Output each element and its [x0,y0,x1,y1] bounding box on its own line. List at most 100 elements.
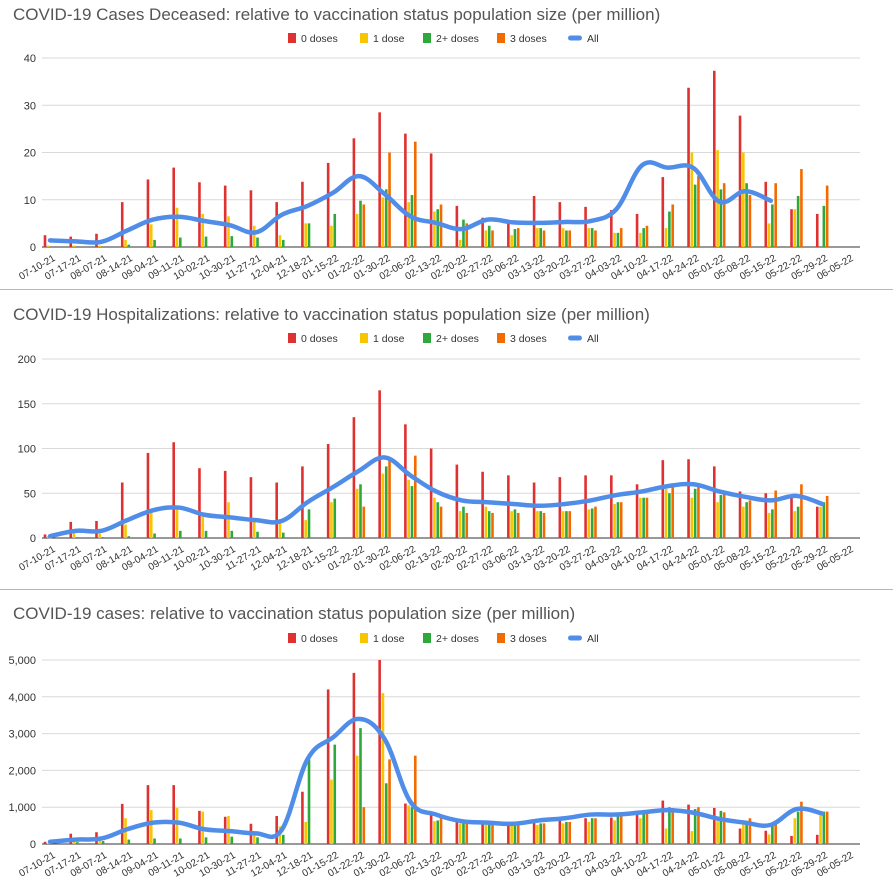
bar [613,503,616,538]
bar [619,502,623,538]
bar [748,818,752,844]
bar [326,162,330,247]
bar [491,512,494,538]
bar [146,452,150,538]
legend-swatch [423,333,431,343]
bar [542,230,546,247]
bar [458,239,462,247]
bar [275,202,278,247]
bar [127,244,131,247]
bar [671,807,675,844]
bar [72,533,76,538]
bar [429,153,433,247]
bar [413,455,417,538]
bar [359,728,362,844]
bar [378,660,381,844]
bar [513,229,517,247]
bar [510,825,513,844]
bar [671,484,675,538]
bar [719,810,723,844]
bar [120,202,124,247]
legend-label: 0 doses [301,33,338,45]
bar [516,228,520,247]
bar [230,236,234,247]
bar [767,834,771,844]
bar [436,820,440,844]
bar [404,133,407,247]
bar [384,189,388,247]
bar [825,495,829,538]
bar [661,800,665,844]
bar [796,195,800,247]
bar [275,482,278,538]
bar [748,500,752,538]
bar [513,509,517,538]
bar [484,824,488,844]
bar [671,204,675,247]
bar [716,502,719,538]
bar [774,820,777,844]
bar [381,693,385,844]
bar [413,141,417,247]
bar [771,825,774,844]
bar [532,822,536,844]
bar [484,230,488,247]
legend-label: All [587,633,599,645]
bar [774,490,777,538]
bar [330,225,333,247]
legend-swatch [288,33,296,43]
bar [149,511,153,538]
bar [127,536,131,538]
legend-swatch-all [568,335,582,341]
bar [642,497,645,538]
bar [719,189,723,247]
bar [764,830,768,844]
bar [172,785,176,844]
bar [487,824,491,844]
bar [352,138,356,247]
bar [510,235,513,247]
bar [204,530,208,538]
bar [227,502,230,538]
bar [172,442,176,538]
bar [613,820,616,844]
bar [429,814,433,844]
bar [359,200,362,247]
bar [774,183,777,247]
bar [722,183,726,247]
bar [149,810,153,844]
bar [616,816,620,844]
bar [510,511,513,538]
bar [687,459,690,538]
legend-label: 2+ doses [436,33,479,45]
bar [120,482,124,538]
bar [281,532,285,538]
bar [76,842,79,844]
bar [381,197,385,247]
bar [590,508,594,538]
bar [407,805,410,844]
bar [687,804,690,844]
bar [384,783,388,844]
legend-label: 0 doses [301,333,338,345]
cases-chart: COVID-19 cases: relative to vaccination … [8,604,860,880]
series-line-all [47,716,825,845]
bar [748,195,752,247]
bar [745,822,748,844]
bar [796,506,800,538]
bar [594,506,597,538]
legend-label: 0 doses [301,633,338,645]
bar [565,821,568,844]
bar [172,167,176,247]
bar [790,835,793,844]
legend-label: 3 doses [510,633,547,645]
bar [825,811,829,844]
bar [304,821,308,844]
bar [330,502,333,538]
bar [516,824,520,844]
bar [635,810,639,844]
bar [439,506,443,538]
bar [642,228,645,247]
bar [793,818,797,844]
bar [558,477,562,538]
